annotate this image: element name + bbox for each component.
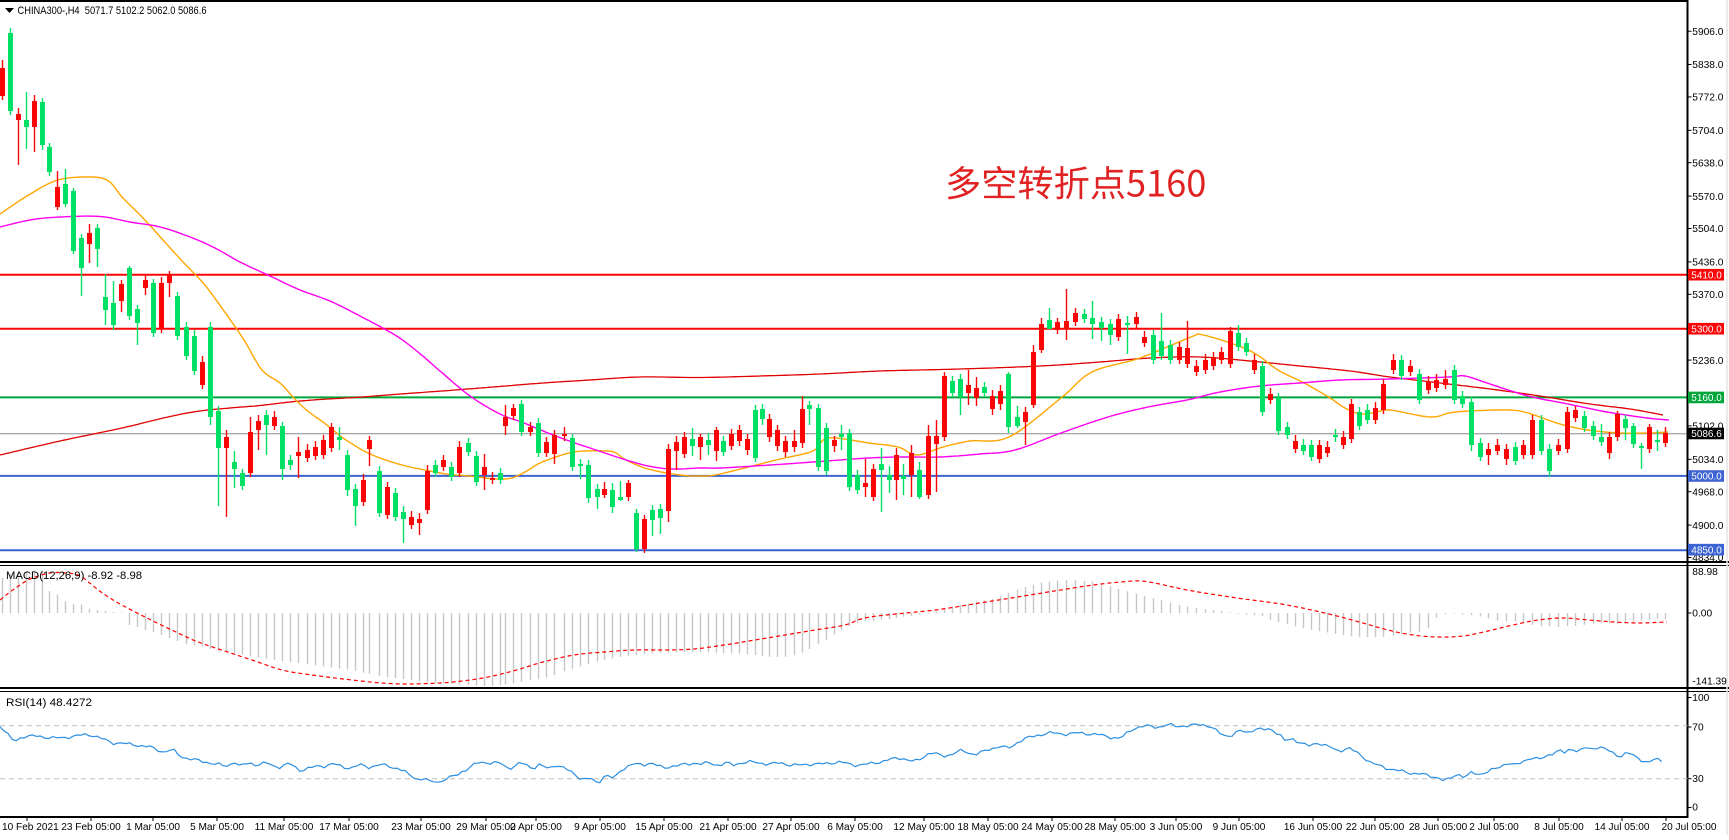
- svg-text:CHINA300-,H4 5071.7 5102.2 50: CHINA300-,H4 5071.7 5102.2 5062.0 5086.6: [18, 5, 207, 17]
- svg-text:11 Mar 05:00: 11 Mar 05:00: [255, 822, 314, 833]
- svg-text:6 May 05:00: 6 May 05:00: [827, 822, 883, 833]
- svg-text:24 May 05:00: 24 May 05:00: [1021, 822, 1083, 833]
- svg-text:9 Jun 05:00: 9 Jun 05:00: [1213, 822, 1266, 833]
- svg-text:15 Apr 05:00: 15 Apr 05:00: [635, 822, 693, 833]
- svg-text:23 Feb 05:00: 23 Feb 05:00: [61, 822, 121, 833]
- svg-text:5504.0: 5504.0: [1692, 224, 1723, 235]
- svg-text:5436.0: 5436.0: [1692, 258, 1723, 269]
- svg-text:2 Apr 05:00: 2 Apr 05:00: [510, 822, 562, 833]
- svg-text:5102.0: 5102.0: [1692, 422, 1723, 433]
- svg-text:5000.0: 5000.0: [1691, 472, 1722, 483]
- svg-text:27 Apr 05:00: 27 Apr 05:00: [762, 822, 820, 833]
- svg-text:5034.0: 5034.0: [1692, 455, 1723, 466]
- svg-text:18 May 05:00: 18 May 05:00: [957, 822, 1019, 833]
- svg-text:5838.0: 5838.0: [1692, 60, 1723, 71]
- svg-text:5300.0: 5300.0: [1691, 324, 1722, 335]
- svg-text:RSI(14) 48.4272: RSI(14) 48.4272: [6, 697, 92, 709]
- svg-text:12 May 05:00: 12 May 05:00: [893, 822, 955, 833]
- svg-text:28 Jun 05:00: 28 Jun 05:00: [1409, 822, 1468, 833]
- svg-text:8 Jul 05:00: 8 Jul 05:00: [1534, 822, 1584, 833]
- svg-text:9 Apr 05:00: 9 Apr 05:00: [574, 822, 626, 833]
- svg-text:5236.0: 5236.0: [1692, 356, 1723, 367]
- svg-text:16 Jun 05:00: 16 Jun 05:00: [1284, 822, 1343, 833]
- svg-text:2 Jul 05:00: 2 Jul 05:00: [1469, 822, 1519, 833]
- svg-text:88.98: 88.98: [1692, 567, 1718, 578]
- svg-text:14 Jul 05:00: 14 Jul 05:00: [1595, 822, 1650, 833]
- svg-text:-141.39: -141.39: [1692, 677, 1727, 688]
- svg-text:0: 0: [1692, 803, 1698, 814]
- svg-text:29 Mar 05:00: 29 Mar 05:00: [456, 822, 516, 833]
- svg-text:5772.0: 5772.0: [1692, 93, 1723, 104]
- svg-text:23 Mar 05:00: 23 Mar 05:00: [391, 822, 451, 833]
- svg-text:21 Apr 05:00: 21 Apr 05:00: [699, 822, 757, 833]
- svg-text:5160.0: 5160.0: [1691, 393, 1722, 404]
- svg-text:100: 100: [1692, 693, 1709, 704]
- svg-text:5570.0: 5570.0: [1692, 192, 1723, 203]
- svg-text:4834.0: 4834.0: [1692, 553, 1723, 564]
- svg-text:22 Jun 05:00: 22 Jun 05:00: [1346, 822, 1405, 833]
- svg-text:17 Mar 05:00: 17 Mar 05:00: [319, 822, 379, 833]
- svg-text:3 Jun 05:00: 3 Jun 05:00: [1150, 822, 1203, 833]
- svg-text:1 Mar 05:00: 1 Mar 05:00: [126, 822, 180, 833]
- svg-text:5906.0: 5906.0: [1692, 27, 1723, 38]
- svg-text:30: 30: [1692, 774, 1704, 785]
- svg-text:28 May 05:00: 28 May 05:00: [1084, 822, 1146, 833]
- svg-text:4968.0: 4968.0: [1692, 487, 1723, 498]
- svg-text:5370.0: 5370.0: [1692, 290, 1723, 301]
- svg-text:4900.0: 4900.0: [1692, 521, 1723, 532]
- svg-text:4850.0: 4850.0: [1691, 545, 1722, 556]
- svg-text:20 Jul 05:00: 20 Jul 05:00: [1662, 822, 1717, 833]
- svg-text:5638.0: 5638.0: [1692, 158, 1723, 169]
- svg-text:10 Feb 2021: 10 Feb 2021: [2, 822, 59, 833]
- svg-text:MACD(12,26,9) -8.92 -8.98: MACD(12,26,9) -8.92 -8.98: [6, 570, 142, 582]
- svg-text:5410.0: 5410.0: [1691, 270, 1722, 281]
- svg-text:0.00: 0.00: [1692, 609, 1712, 620]
- svg-text:5086.6: 5086.6: [1691, 429, 1722, 440]
- svg-text:70: 70: [1692, 723, 1704, 734]
- svg-text:5 Mar 05:00: 5 Mar 05:00: [190, 822, 244, 833]
- svg-text:5704.0: 5704.0: [1692, 126, 1723, 137]
